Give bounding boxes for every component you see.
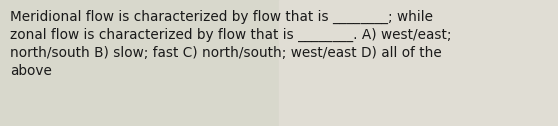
- Bar: [279, 0, 558, 126]
- Bar: [0, 0, 279, 126]
- Text: Meridional flow is characterized by flow that is ________; while
zonal flow is c: Meridional flow is characterized by flow…: [10, 10, 451, 78]
